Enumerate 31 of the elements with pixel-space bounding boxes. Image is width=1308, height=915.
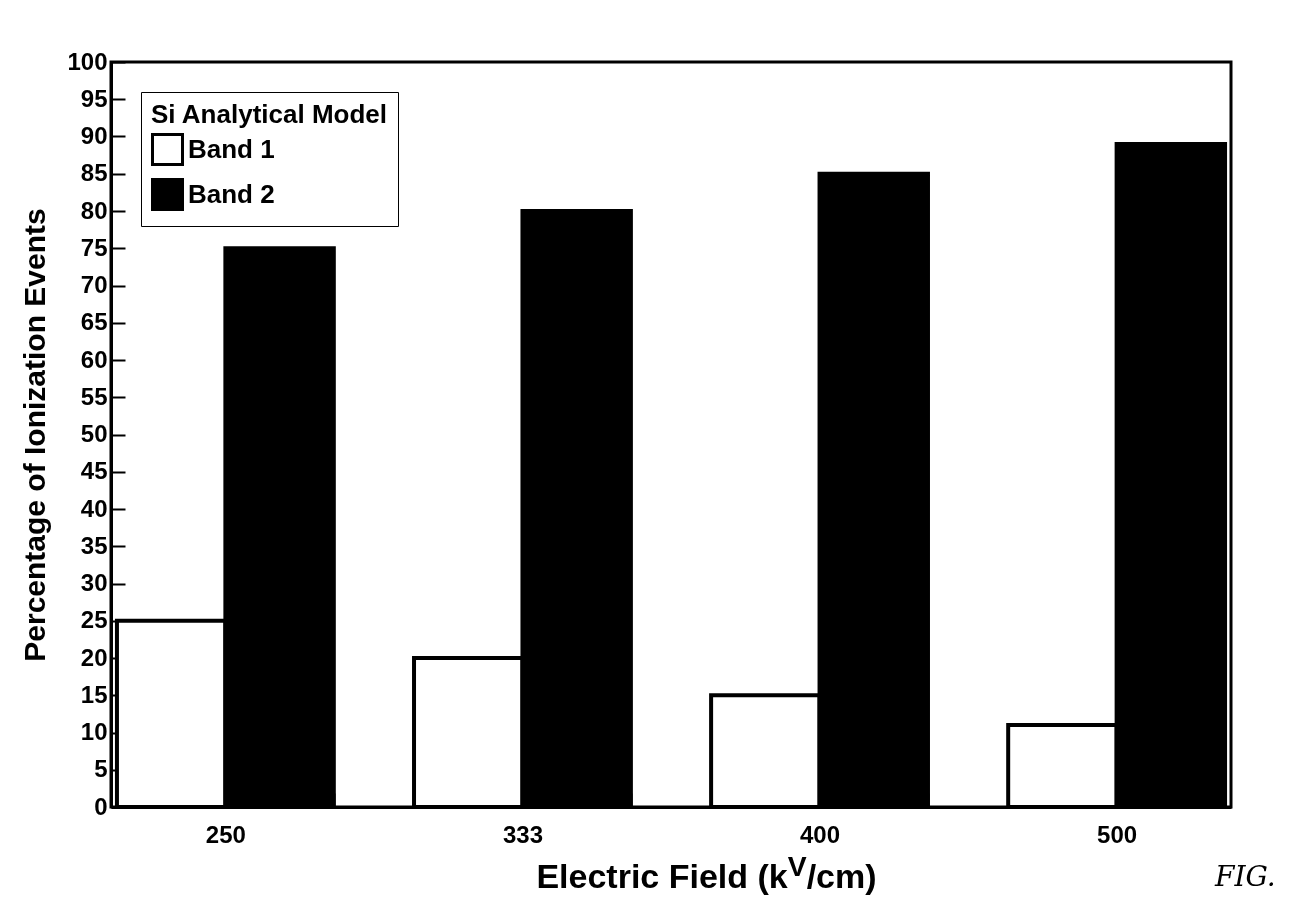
y-tick-label: 50: [80, 420, 108, 447]
y-tick-label: 80: [80, 196, 108, 224]
y-tick-label: 5: [94, 755, 108, 783]
y-tick-label: 60: [80, 345, 108, 373]
y-tick-label: 70: [80, 271, 108, 298]
y-tick-label: 25: [80, 606, 108, 634]
y-tick-label: 75: [80, 233, 108, 261]
y-tick-label: 90: [80, 122, 108, 149]
x-tick-label: 250: [205, 820, 246, 848]
legend-label: Band 2: [188, 178, 275, 209]
x-axis-title: Electric Field (k$^{V}$/cm): [536, 850, 877, 896]
y-tick-label: 65: [80, 308, 108, 336]
y-tick-label: 100: [67, 47, 108, 75]
y-tick-label: 55: [80, 382, 108, 410]
y-tick-label: 95: [80, 84, 108, 112]
y-tick-label: 45: [80, 457, 108, 485]
y-tick-label: 30: [80, 569, 108, 596]
legend-title: Si Analytical Model: [151, 99, 387, 129]
y-tick-label: 0: [94, 792, 108, 820]
x-tick-label: 400: [800, 820, 841, 848]
y-tick-label: 10: [80, 718, 108, 745]
y-tick-label: 40: [80, 494, 108, 522]
legend-label: Band 1: [188, 133, 275, 164]
y-axis-title: Percentage of Ionization Events: [18, 208, 52, 662]
x-tick-label: 500: [1097, 820, 1138, 848]
y-tick-label: 85: [80, 159, 108, 187]
y-tick-label: 20: [80, 643, 108, 671]
text: FIG.: [1215, 860, 1276, 893]
y-tick-label: 35: [80, 531, 108, 559]
y-tick-label: 15: [80, 680, 108, 708]
x-tick-label: 333: [502, 820, 543, 848]
